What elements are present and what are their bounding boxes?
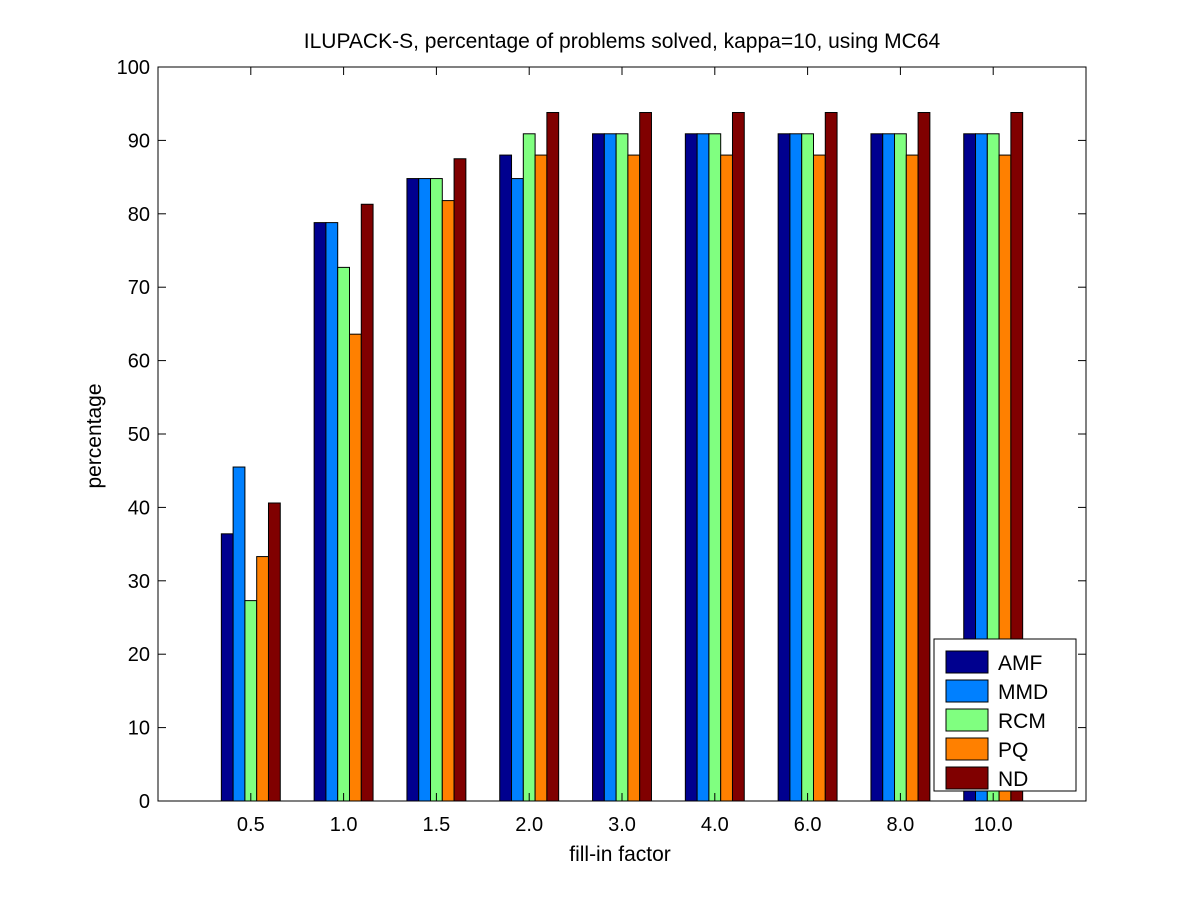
chart-title: ILUPACK-S, percentage of problems solved… bbox=[304, 30, 941, 53]
bar-pq-6.0 bbox=[812, 154, 826, 802]
legend-label-pq: PQ bbox=[998, 739, 1028, 762]
bar-pq-4.0 bbox=[720, 154, 733, 802]
bar-mmd-2.0 bbox=[511, 178, 524, 802]
y-tick-label-30: 30 bbox=[128, 571, 150, 593]
y-tick-label-20: 20 bbox=[128, 644, 150, 666]
bar-amf-3.0 bbox=[592, 133, 605, 802]
bar-pq-3.0 bbox=[627, 154, 641, 802]
legend-swatch-pq bbox=[945, 737, 989, 761]
x-tick-label-6.0: 6.0 bbox=[794, 814, 822, 836]
bar-amf-8.0 bbox=[870, 133, 884, 802]
bar-amf-1.5 bbox=[406, 178, 420, 802]
bar-nd-8.0 bbox=[917, 112, 931, 802]
x-tick-label-4.0: 4.0 bbox=[701, 814, 729, 836]
x-tick-label-3.0: 3.0 bbox=[608, 814, 636, 836]
y-tick-label-70: 70 bbox=[128, 277, 150, 299]
bar-pq-2.0 bbox=[534, 154, 548, 802]
bar-nd-1.0 bbox=[360, 203, 374, 802]
bar-mmd-1.0 bbox=[325, 222, 339, 802]
bar-mmd-0.5 bbox=[232, 466, 246, 802]
bar-nd-2.0 bbox=[546, 112, 560, 802]
bar-amf-4.0 bbox=[684, 133, 698, 802]
bar-rcm-2.0 bbox=[522, 133, 536, 802]
legend-swatch-amf bbox=[945, 650, 989, 674]
legend-label-rcm: RCM bbox=[998, 710, 1046, 733]
legend-swatch-rcm bbox=[945, 708, 989, 732]
x-ticks-group: 0.5 1.0 1.5 2.0 3.0 4.0 6.0 8.0 10.0 bbox=[237, 67, 1013, 836]
y-tick-label-80: 80 bbox=[128, 204, 150, 226]
y-tick-label-60: 60 bbox=[128, 351, 150, 373]
legend: AMF MMD RCM PQ ND bbox=[933, 638, 1077, 792]
bar-mmd-8.0 bbox=[882, 133, 896, 802]
x-tick-label-1.5: 1.5 bbox=[422, 814, 450, 836]
bar-nd-6.0 bbox=[824, 112, 838, 802]
y-ticks-group: 0 10 20 30 40 50 60 70 80 90 100 bbox=[117, 57, 1086, 813]
y-tick-label-10: 10 bbox=[128, 718, 150, 740]
x-tick-label-0.5: 0.5 bbox=[237, 814, 265, 836]
y-tick-label-100: 100 bbox=[117, 57, 150, 79]
legend-label-nd: ND bbox=[998, 768, 1028, 791]
bar-rcm-3.0 bbox=[615, 133, 629, 802]
y-tick-label-0: 0 bbox=[139, 791, 150, 813]
bar-nd-0.5 bbox=[267, 502, 281, 802]
bar-amf-6.0 bbox=[777, 133, 791, 802]
bar-rcm-8.0 bbox=[894, 133, 907, 802]
bar-amf-2.0 bbox=[499, 154, 513, 802]
bar-pq-1.5 bbox=[441, 200, 455, 802]
x-axis-label: fill-in factor bbox=[569, 843, 671, 866]
y-tick-label-90: 90 bbox=[128, 130, 150, 152]
bar-rcm-6.0 bbox=[801, 133, 815, 802]
legend-swatch-mmd bbox=[945, 679, 989, 703]
bar-amf-1.0 bbox=[313, 222, 327, 802]
x-tick-label-2.0: 2.0 bbox=[515, 814, 543, 836]
bar-rcm-0.5 bbox=[244, 600, 258, 802]
bar-pq-0.5 bbox=[256, 556, 269, 802]
bar-mmd-3.0 bbox=[603, 133, 617, 802]
bar-mmd-4.0 bbox=[696, 133, 710, 802]
bar-pq-1.0 bbox=[348, 333, 362, 802]
y-axis-label: percentage bbox=[83, 383, 106, 488]
bar-nd-1.5 bbox=[453, 158, 467, 802]
x-tick-label-1.0: 1.0 bbox=[330, 814, 358, 836]
x-tick-label-8.0: 8.0 bbox=[886, 814, 914, 836]
bar-amf-0.5 bbox=[220, 533, 234, 802]
x-tick-label-10.0: 10.0 bbox=[974, 814, 1013, 836]
bar-mmd-1.5 bbox=[418, 178, 432, 802]
bar-mmd-6.0 bbox=[789, 133, 803, 802]
bar-rcm-4.0 bbox=[708, 133, 722, 802]
legend-label-amf: AMF bbox=[998, 652, 1042, 675]
bar-nd-3.0 bbox=[639, 112, 652, 802]
bar-rcm-1.0 bbox=[337, 266, 350, 802]
bar-pq-8.0 bbox=[905, 154, 919, 802]
y-tick-label-50: 50 bbox=[128, 424, 150, 446]
y-tick-label-40: 40 bbox=[128, 497, 150, 519]
legend-label-mmd: MMD bbox=[998, 681, 1048, 704]
legend-swatch-nd bbox=[945, 766, 989, 790]
bar-rcm-1.5 bbox=[430, 178, 443, 802]
bar-nd-4.0 bbox=[731, 112, 745, 802]
